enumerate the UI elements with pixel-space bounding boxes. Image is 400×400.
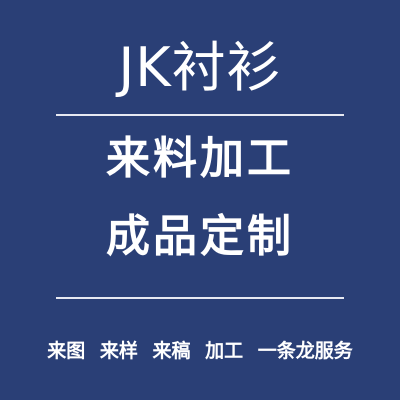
- service-line-2: 成品定制: [106, 211, 294, 262]
- bottom-divider: [56, 297, 344, 299]
- service-tag-drawing: 来图: [47, 340, 86, 362]
- service-list: 来图 来样 来稿 加工 一条龙服务: [0, 336, 400, 366]
- service-line-1: 来料加工: [106, 133, 294, 184]
- poster-title: JK衬衫: [118, 36, 282, 99]
- top-divider: [56, 114, 344, 116]
- service-tag-sample: 来样: [99, 340, 138, 362]
- service-tag-design: 来稿: [152, 340, 191, 362]
- service-tag-one-stop: 一条龙服务: [257, 340, 353, 362]
- service-tag-processing: 加工: [205, 340, 244, 362]
